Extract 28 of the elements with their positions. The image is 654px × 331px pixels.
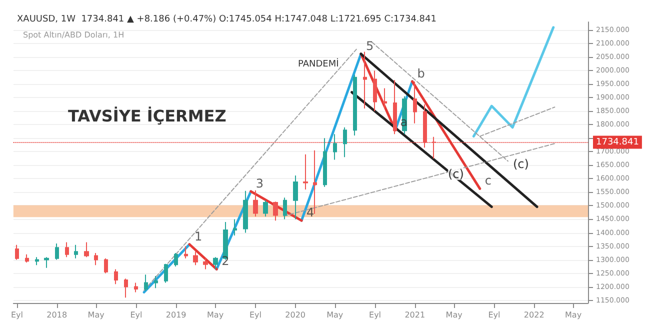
x-tick-label: May [326,310,344,320]
annotation: 3 [256,176,264,190]
x-tick-label: Eyl [249,310,262,320]
x-tick-label: May [446,310,463,320]
annotation: 4 [306,206,314,220]
x-tick-label: May [88,310,105,320]
annotation: 1 [194,229,202,244]
x-tick-label: Eyl [488,310,500,320]
annotation: 5 [366,38,374,53]
x-tick-label: 2020 [285,310,306,320]
x-tick-label: Eyl [11,310,24,320]
annotation: (c) [448,167,464,181]
annotation: (c) [513,157,529,171]
chart-title: XAUUSD, 1W 1734.841 ▲ +8.186 (+0.47%) O:1745.054 H:1747.048 L:1721.695 C:1734.841 [17,14,436,24]
annotation: PANDEMİ [298,58,339,70]
annotation: c [484,174,492,188]
annotation: b [417,66,425,80]
x-tick-label: 2022 [524,310,544,320]
x-tick-label: May [207,310,224,320]
x-tick-label: Eyl [130,310,142,320]
x-tick-label: 2019 [166,310,186,320]
ref-line-label: 1734.841 [596,137,639,148]
annotation: TAVSİYE İÇERMEZ [68,106,226,126]
x-tick-label: Eyl [369,310,382,320]
x-tick-label: May [565,310,582,320]
x-tick-label: 2021 [404,310,426,320]
x-tick-label: 2018 [46,310,68,320]
text: Spot Altın/ABD Doları, 1H [23,30,124,40]
